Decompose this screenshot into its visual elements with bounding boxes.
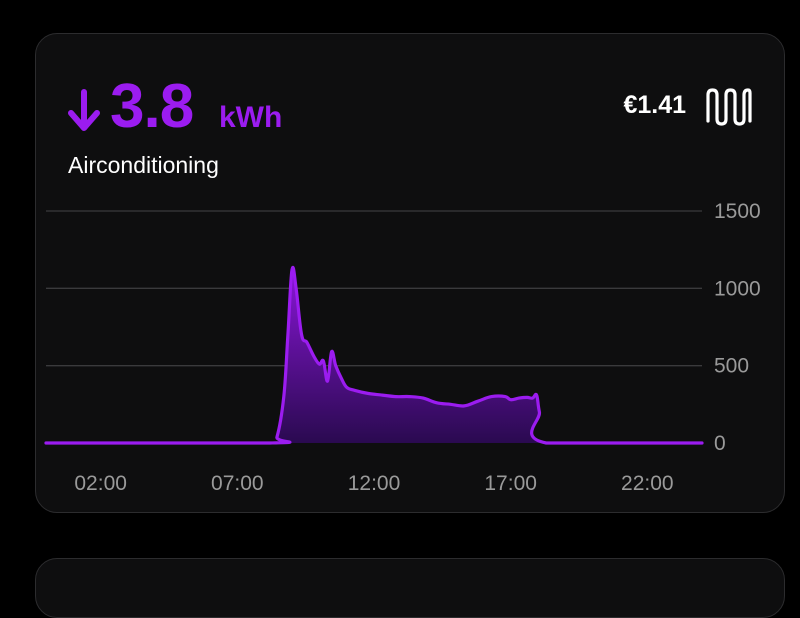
- energy-unit: kWh: [219, 101, 283, 134]
- consumption-area: [46, 267, 702, 443]
- heater-icon[interactable]: [706, 87, 752, 127]
- energy-value: 3.8: [110, 72, 194, 141]
- x-tick-label: 12:00: [348, 472, 401, 495]
- cost-value: €1.41: [623, 91, 686, 119]
- next-card[interactable]: [35, 558, 785, 618]
- arrow-down-icon: [68, 89, 100, 131]
- x-tick-label: 07:00: [211, 472, 264, 495]
- y-tick-label: 0: [714, 432, 726, 455]
- x-tick-label: 22:00: [621, 472, 674, 495]
- x-tick-label: 02:00: [74, 472, 127, 495]
- consumption-chart: 0 500 1000 1500 02:00 07:00 12:00 17:00 22:00: [44, 200, 761, 495]
- energy-card[interactable]: 3.8 kWh Airconditioning €1.41 0 500 1000 15…: [35, 33, 785, 513]
- x-tick-label: 17:00: [484, 472, 537, 495]
- consumption-line: [44, 265, 704, 445]
- y-tick-label: 1000: [714, 277, 761, 300]
- y-tick-label: 500: [714, 355, 749, 378]
- device-name: Airconditioning: [68, 152, 219, 178]
- y-tick-label: 1500: [714, 200, 761, 223]
